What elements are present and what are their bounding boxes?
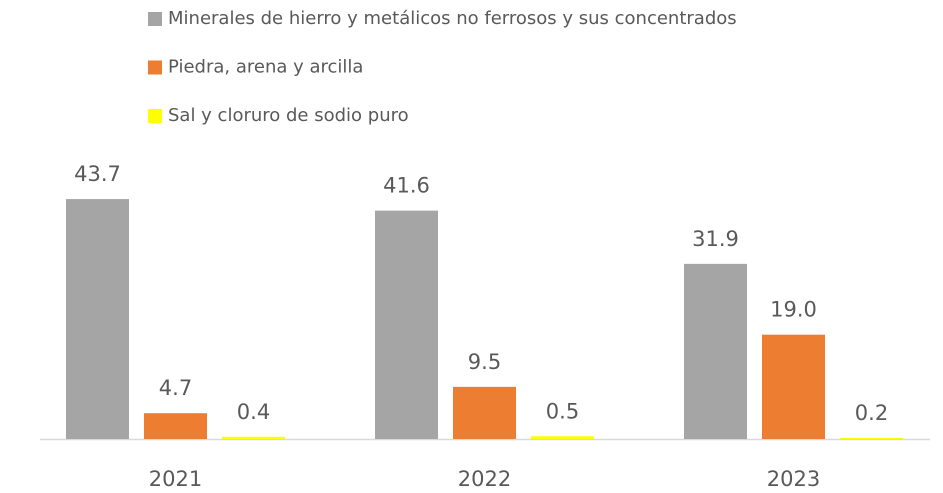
value-label: 0.4 [237,400,270,424]
x-tick-label: 2021 [149,467,202,491]
x-tick-label: 2022 [458,467,511,491]
value-label: 9.5 [468,350,501,374]
value-label: 43.7 [74,162,121,186]
legend-text: Sal y cloruro de sodio puro [168,105,409,126]
value-label: 0.5 [546,399,579,423]
bar [66,199,129,439]
legend-swatch [148,12,162,26]
value-label: 19.0 [770,298,817,322]
bar [453,386,516,439]
value-label: 41.6 [383,174,430,198]
bar [684,263,747,439]
bar [222,436,285,439]
legend-swatch [148,109,162,123]
value-label: 31.9 [692,227,739,251]
legend-text: Piedra, arena y arcilla [168,57,363,78]
legend-swatch [148,60,162,75]
x-tick-label: 2023 [767,467,820,491]
bar [840,437,903,439]
bar [375,210,438,439]
legend-text: Minerales de hierro y metálicos no ferro… [168,8,737,29]
bar [531,436,594,439]
value-label: 4.7 [159,376,192,400]
bar [762,334,825,439]
value-label: 0.2 [855,401,888,425]
bar [144,413,207,439]
